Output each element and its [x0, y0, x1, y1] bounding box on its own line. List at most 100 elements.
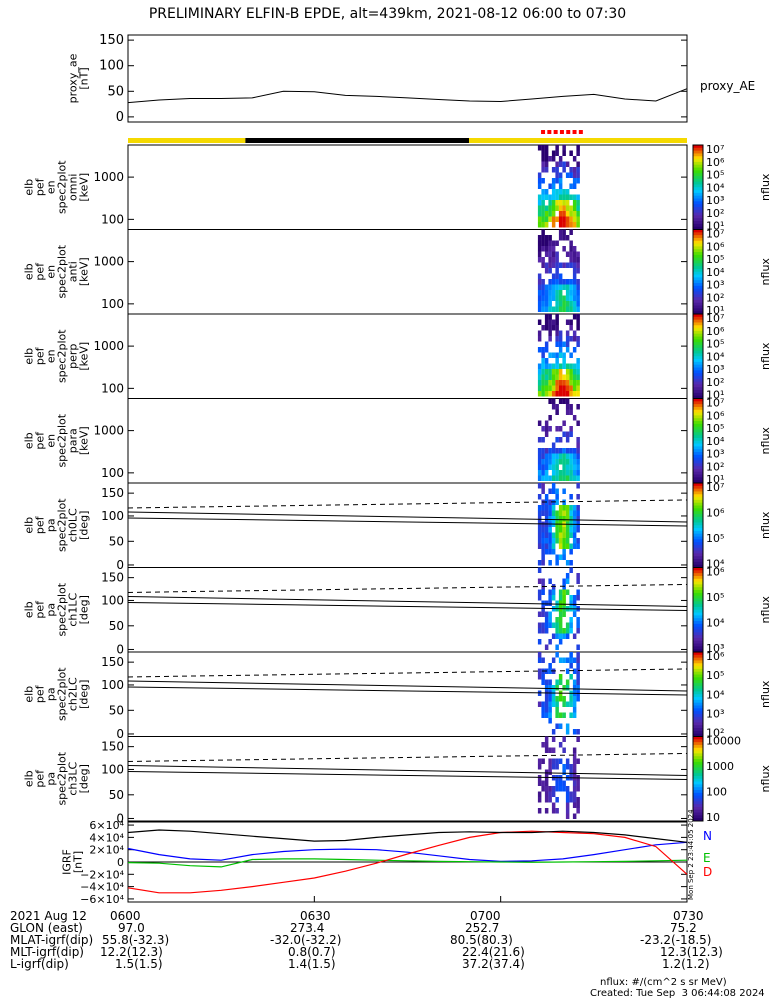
spectrogram-cell — [551, 284, 556, 290]
colorbar-step — [693, 440, 703, 445]
spectrogram-cell — [569, 194, 573, 200]
spectrogram-cell — [551, 633, 556, 639]
spectrogram-cell — [569, 769, 573, 775]
side-stamp: Mon Sep 2 23:44:05 2024 — [687, 809, 695, 900]
spectrogram-cell — [551, 657, 556, 663]
spectrogram-cell — [555, 200, 559, 206]
spectrogram-cell — [576, 380, 580, 386]
panel-ylabel-line: [keV] — [78, 342, 91, 371]
spectrogram-cell — [565, 284, 570, 290]
science-zone-dash — [553, 130, 558, 134]
spectrogram-cell — [544, 780, 549, 786]
colorbar-step — [693, 773, 703, 777]
spectrogram-cell — [555, 306, 559, 312]
spectrogram-cell — [572, 475, 577, 481]
colorbar-label: nflux — [759, 511, 772, 539]
colorbar-tick-label: 10⁷ — [706, 228, 724, 241]
science-zone-dash — [578, 130, 583, 134]
spectrogram-cell — [565, 290, 570, 296]
colorbar-step — [693, 184, 703, 188]
footer-r1-c1: 273.4 — [290, 921, 325, 935]
spectrogram-cell — [576, 663, 580, 669]
colorbar-tick-label: 10⁶ — [706, 156, 725, 169]
panel-ylabel-line: [deg] — [78, 680, 91, 709]
colorbar-step — [693, 398, 703, 402]
colorbar-tick-label: 10⁴ — [706, 688, 725, 701]
proxy-ae-line — [127, 88, 688, 104]
spectrogram-cell — [572, 538, 577, 544]
spectrogram-cell — [572, 156, 577, 162]
spectrogram-cell — [551, 262, 556, 268]
spectrogram-cell — [537, 758, 542, 764]
spectrogram-cell — [544, 319, 549, 325]
colorbar-step — [693, 744, 703, 749]
spectrogram-cell — [558, 336, 563, 342]
spectrogram-cell — [555, 426, 559, 432]
colorbar-step — [693, 167, 703, 171]
spectrogram-cell — [565, 459, 570, 465]
spectrogram-cell — [541, 674, 545, 680]
spectrogram-cell — [565, 200, 570, 206]
spectrogram-cell — [541, 229, 545, 235]
spectrogram-cell — [569, 167, 573, 173]
colorbar-step — [693, 578, 703, 583]
colorbar-step — [693, 480, 703, 484]
spectrogram-cell — [565, 391, 570, 397]
spectrogram-cell — [565, 172, 570, 178]
spectrogram-cell — [537, 290, 542, 296]
colorbar-tick-label: 10¹ — [706, 304, 724, 317]
spectrogram-cell — [541, 385, 545, 391]
spectrogram-cell — [558, 385, 563, 391]
colorbar-step — [693, 311, 703, 315]
igrf-ylabel-line: IGRF — [61, 849, 74, 875]
spectrogram-cell — [548, 319, 552, 325]
spectrogram-cell — [555, 797, 559, 803]
spectrogram-cell — [541, 211, 545, 217]
igrf-ylabel: IGRF[nT] — [61, 849, 85, 875]
y-tick-label: 50 — [109, 534, 124, 548]
orbit-segment — [128, 138, 246, 143]
colorbar-tick-label: 10¹ — [706, 473, 724, 486]
spectrogram-cell — [541, 538, 545, 544]
loss-cone-line — [127, 764, 688, 776]
spectrogram-cell — [576, 758, 580, 764]
spectrogram-cell — [541, 437, 545, 443]
colorbar-step — [693, 725, 703, 729]
spectrogram-cell — [551, 194, 556, 200]
spectrogram-cell — [544, 549, 549, 555]
spectrogram-cell — [544, 325, 549, 331]
spectrogram-cell — [537, 668, 542, 674]
y-tick-label: 100 — [101, 509, 124, 523]
igrf-legend-d: D — [703, 865, 712, 879]
colorbar-step — [693, 294, 703, 298]
spectrogram-cell — [562, 235, 566, 241]
spectrogram-cell — [572, 780, 577, 786]
spectrogram-cell — [541, 235, 545, 241]
spectrogram-cell — [544, 194, 549, 200]
spectrogram-cell — [555, 453, 559, 459]
spectrogram-cell — [548, 475, 552, 481]
spectrogram-cell — [551, 470, 556, 476]
spectrogram-cell — [544, 295, 549, 301]
spectrogram-cell — [544, 314, 549, 320]
spectrogram-cell — [572, 290, 577, 296]
spectrogram-cell — [544, 189, 549, 195]
colorbar-step — [693, 404, 703, 408]
spectrogram-cell — [537, 295, 542, 301]
colorbar-tick-label: 10⁵ — [706, 532, 724, 545]
spectrogram-cell — [541, 347, 545, 353]
colorbar-step — [693, 452, 703, 456]
colorbar-step — [693, 328, 703, 332]
spectrogram-cell — [555, 679, 559, 685]
panel-ylabel-line: pef — [34, 177, 47, 196]
spectrogram-cell — [555, 380, 559, 386]
spectrogram-cell — [555, 145, 559, 151]
spectrogram-cell — [576, 595, 580, 601]
colorbar-step — [693, 325, 703, 329]
colorbar-step — [693, 212, 703, 216]
spectrogram-cell — [572, 453, 577, 459]
spectrogram-cell — [565, 448, 570, 454]
spectrogram-cell — [569, 426, 573, 432]
spectrogram-cell — [548, 639, 552, 645]
spectrogram-cell — [541, 459, 545, 465]
